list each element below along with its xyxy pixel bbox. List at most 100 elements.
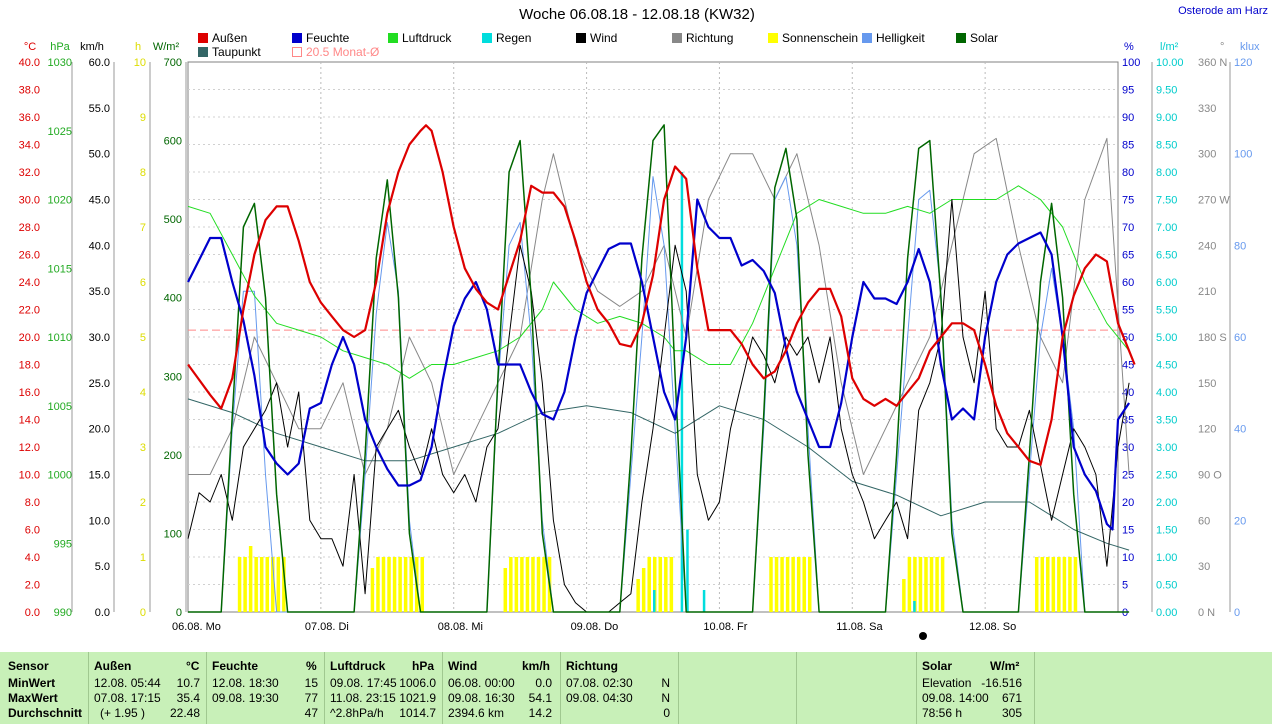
wind-tick-label: 30.0 xyxy=(89,332,110,344)
stats-cell: N xyxy=(661,691,670,705)
sunshine-bar xyxy=(1073,557,1078,612)
hum-tick-label: 45 xyxy=(1122,360,1134,372)
stats-header-luftdruck-unit: hPa xyxy=(412,659,435,673)
chart-title: Woche 06.08.18 - 12.08.18 (KW32) xyxy=(519,6,755,23)
temp-tick-label: 4.0 xyxy=(25,552,40,564)
temp-tick-label: 8.0 xyxy=(25,497,40,509)
sunshine-bar xyxy=(1068,557,1072,612)
solar-tick-label: 400 xyxy=(164,293,182,305)
hum-tick-label: 0 xyxy=(1122,607,1128,619)
rain-bar xyxy=(913,601,916,612)
stats-cell: 11.08. 23:15 xyxy=(330,691,396,705)
legend-label: Helligkeit xyxy=(876,31,925,45)
sun-tick-label: 10 xyxy=(134,57,146,69)
legend-item: Helligkeit xyxy=(862,31,925,45)
wind-tick-label: 0.0 xyxy=(95,607,110,619)
stats-cell: 12.08. 05:44 xyxy=(94,676,161,690)
weather-chart: 40.038.036.034.032.030.028.026.024.022.0… xyxy=(19,41,1260,640)
lux-tick-label: 100 xyxy=(1234,149,1252,161)
legend-label: 20.5 Monat-Ø xyxy=(306,45,380,59)
wind-tick-label: 35.0 xyxy=(89,286,110,298)
stats-header-luftdruck: Luftdruck xyxy=(330,659,386,673)
dir-tick-label: 360 N xyxy=(1198,57,1227,69)
rain-tick-label: 5.00 xyxy=(1156,332,1177,344)
hum-tick-label: 40 xyxy=(1122,387,1134,399)
temp-tick-label: 6.0 xyxy=(25,525,40,537)
sunshine-bar xyxy=(785,557,790,612)
press-tick-label: 1000 xyxy=(48,470,72,482)
hum-tick-label: 35 xyxy=(1122,415,1134,427)
rain-tick-label: 0.50 xyxy=(1156,580,1177,592)
sunshine-bar xyxy=(509,557,513,612)
dir-tick-label: 270 W xyxy=(1198,195,1230,207)
sunshine-bar xyxy=(392,557,397,612)
legend-item: Solar xyxy=(956,31,998,45)
press-tick-label: 1020 xyxy=(48,195,72,207)
rain-axis-unit: l/m² xyxy=(1160,41,1179,53)
temp-tick-label: 34.0 xyxy=(19,140,40,152)
sunshine-bar xyxy=(398,557,402,612)
stats-cell: 35.4 xyxy=(176,691,200,705)
stats-row-label: Durchschnitt xyxy=(8,706,83,720)
legend-label: Richtung xyxy=(686,31,734,45)
rain-tick-label: 3.00 xyxy=(1156,442,1177,454)
rain-tick-label: 10.00 xyxy=(1156,57,1184,69)
sunshine-bar xyxy=(1046,557,1050,612)
hum-tick-label: 90 xyxy=(1122,112,1134,124)
sunshine-bar xyxy=(929,557,934,612)
sunshine-bar xyxy=(409,557,413,612)
stats-cell: 22.48 xyxy=(169,706,200,720)
sunshine-bar xyxy=(1051,557,1056,612)
stats-cell: 06.08. 00:00 xyxy=(448,676,515,690)
solar-tick-label: 100 xyxy=(164,528,182,540)
solar-tick-label: 0 xyxy=(176,607,182,619)
stats-cell: 07.08. 02:30 xyxy=(566,676,633,690)
sunshine-bar xyxy=(935,557,939,612)
temp-tick-label: 10.0 xyxy=(19,470,40,482)
sunshine-bar xyxy=(1062,557,1067,612)
sunshine-bar xyxy=(774,557,779,612)
stats-cell: ^2.8hPa/h xyxy=(330,706,384,720)
rain-bar xyxy=(653,590,656,612)
stats-header-wind-unit: km/h xyxy=(522,659,551,673)
dir-tick-label: 210 xyxy=(1198,286,1216,298)
press-tick-label: 990 xyxy=(54,607,72,619)
dir-tick-label: 90 O xyxy=(1198,470,1222,482)
legend-swatch xyxy=(388,33,398,43)
legend-item: Taupunkt xyxy=(198,45,261,59)
series-wind-line xyxy=(187,199,1130,613)
lux-tick-label: 20 xyxy=(1234,515,1246,527)
sunshine-bar xyxy=(641,568,646,612)
stats-row-label: MaxWert xyxy=(8,691,58,705)
hum-tick-label: 10 xyxy=(1122,552,1134,564)
dir-tick-label: 30 xyxy=(1198,561,1210,573)
legend-swatch xyxy=(768,33,778,43)
rain-tick-label: 9.50 xyxy=(1156,85,1177,97)
stats-cell: 14.2 xyxy=(528,706,552,720)
rain-tick-label: 4.50 xyxy=(1156,360,1177,372)
sunshine-bar xyxy=(259,557,264,612)
sun-tick-label: 2 xyxy=(140,497,146,509)
stats-header-aussen-unit: °C xyxy=(186,659,200,673)
wind-tick-label: 15.0 xyxy=(89,470,110,482)
rain-bar xyxy=(680,172,684,612)
sun-tick-label: 6 xyxy=(140,277,146,289)
sunshine-bar xyxy=(669,557,674,612)
hum-tick-label: 30 xyxy=(1122,442,1134,454)
temp-tick-label: 18.0 xyxy=(19,360,40,372)
sunshine-bar xyxy=(237,557,242,612)
dir-tick-label: 60 xyxy=(1198,515,1210,527)
stats-cell: (+ 1.95 ) xyxy=(100,706,146,720)
hum-tick-label: 100 xyxy=(1122,57,1140,69)
legend-label: Solar xyxy=(970,31,999,45)
stats-header-richtung: Richtung xyxy=(566,659,618,673)
solar-tick-label: 200 xyxy=(164,450,182,462)
hum-tick-label: 70 xyxy=(1122,222,1134,234)
legend-item: Wind xyxy=(576,31,617,45)
temp-tick-label: 26.0 xyxy=(19,250,40,262)
sunshine-bar xyxy=(503,568,508,612)
rain-tick-label: 9.00 xyxy=(1156,112,1177,124)
hum-tick-label: 25 xyxy=(1122,470,1134,482)
solar-tick-label: 600 xyxy=(164,136,182,148)
press-tick-label: 1010 xyxy=(48,332,72,344)
